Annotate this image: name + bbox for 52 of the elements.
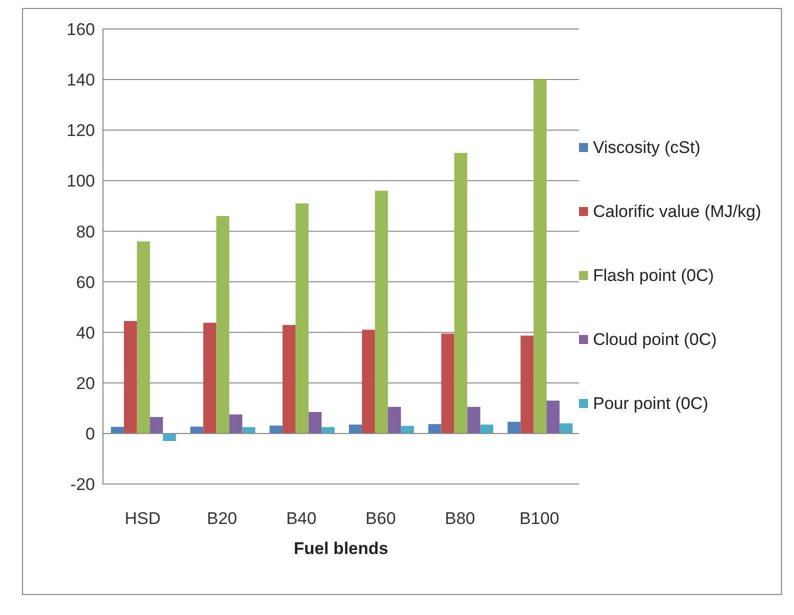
bar — [362, 330, 375, 434]
bar — [546, 400, 560, 434]
bar — [508, 422, 521, 434]
bar — [124, 320, 137, 434]
bar — [229, 414, 242, 434]
bar — [282, 325, 296, 434]
bar — [374, 190, 388, 434]
bar — [520, 336, 534, 434]
legend-label: Flash point (0C) — [593, 264, 714, 286]
bar — [308, 412, 322, 434]
legend-label: Calorific value (MJ/kg) — [593, 200, 762, 222]
bar — [428, 424, 442, 434]
y-tick-label: 100 — [66, 172, 95, 191]
x-tick-label: B100 — [519, 509, 560, 528]
bar — [534, 80, 547, 434]
bar — [296, 203, 309, 434]
bar — [190, 426, 204, 434]
y-tick-label: 120 — [66, 121, 95, 140]
legend-label: Viscosity (cSt) — [593, 136, 700, 158]
x-tick-label: HSD — [124, 509, 161, 528]
y-tick-label: 140 — [66, 70, 95, 90]
bar — [270, 426, 283, 434]
bar — [467, 406, 480, 434]
y-tick-label: 20 — [76, 374, 95, 393]
legend-label: Pour point (0C) — [593, 392, 708, 414]
y-tick-label: 60 — [76, 272, 95, 292]
y-tick-label: 160 — [66, 20, 95, 40]
bar — [216, 216, 230, 434]
y-tick-label: -20 — [70, 475, 95, 494]
bar — [454, 152, 468, 434]
y-tick-label: 40 — [76, 323, 95, 342]
x-tick-label: B80 — [444, 509, 476, 528]
x-tick-label: B40 — [286, 509, 316, 528]
y-tick-label: 80 — [76, 222, 95, 242]
x-axis-title: Fuel blends — [294, 539, 388, 558]
bar — [110, 426, 124, 434]
bar — [441, 334, 454, 434]
x-tick-label: B60 — [366, 509, 396, 528]
bar — [400, 426, 414, 434]
bar — [203, 322, 216, 434]
bar — [136, 241, 150, 434]
bar — [242, 427, 256, 434]
bar — [162, 433, 176, 442]
y-tick-label: 0 — [86, 424, 95, 444]
bar — [480, 424, 494, 434]
bar — [348, 424, 362, 434]
x-tick-label: B20 — [206, 509, 238, 528]
legend-label: Cloud point (0C) — [593, 328, 717, 350]
bar — [150, 417, 163, 434]
bar — [388, 406, 401, 434]
bar — [322, 427, 335, 434]
bar — [560, 423, 573, 434]
